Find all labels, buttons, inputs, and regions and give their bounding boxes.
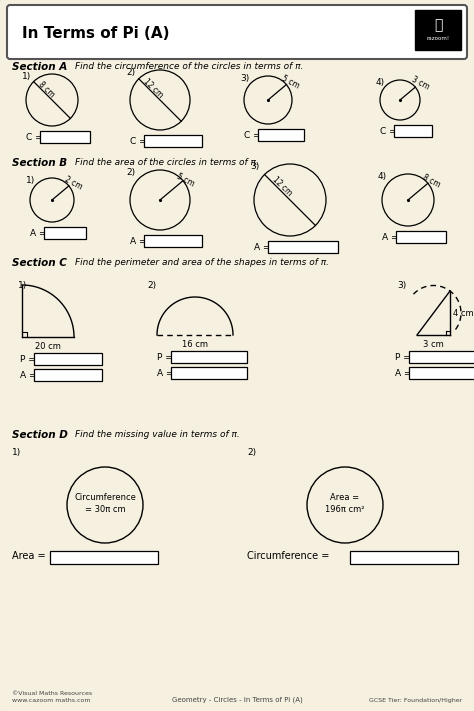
Text: 3): 3) (240, 74, 249, 83)
Text: 2 cm: 2 cm (63, 174, 84, 191)
Text: 4): 4) (376, 78, 385, 87)
FancyBboxPatch shape (34, 353, 102, 365)
FancyBboxPatch shape (40, 131, 90, 143)
Text: ©Visual Maths Resources
www.cazoom maths.com: ©Visual Maths Resources www.cazoom maths… (12, 691, 92, 703)
Text: = 30π cm: = 30π cm (85, 506, 125, 515)
Text: 12 cm: 12 cm (271, 175, 294, 198)
FancyBboxPatch shape (268, 241, 338, 253)
Text: 3): 3) (250, 162, 259, 171)
Text: 1): 1) (12, 448, 21, 457)
Text: C =: C = (130, 137, 146, 146)
Text: 5 cm: 5 cm (280, 74, 301, 90)
Text: 3 cm: 3 cm (423, 340, 444, 349)
FancyBboxPatch shape (258, 129, 304, 141)
Text: A =: A = (130, 237, 146, 245)
Text: 20 cm: 20 cm (35, 342, 61, 351)
Text: Section A: Section A (12, 62, 67, 72)
Text: Circumference: Circumference (74, 493, 136, 503)
Text: A =: A = (20, 370, 36, 380)
FancyBboxPatch shape (144, 235, 202, 247)
FancyBboxPatch shape (171, 367, 247, 379)
Text: Section C: Section C (12, 258, 67, 268)
Text: C =: C = (380, 127, 397, 136)
FancyBboxPatch shape (409, 367, 474, 379)
Text: Section D: Section D (12, 430, 68, 440)
Text: Circumference =: Circumference = (247, 551, 329, 561)
FancyBboxPatch shape (7, 5, 467, 59)
Text: C =: C = (26, 132, 43, 141)
Text: 12 cm: 12 cm (142, 77, 165, 100)
FancyBboxPatch shape (396, 231, 446, 243)
Text: ⧖: ⧖ (434, 18, 442, 32)
Text: 196π cm²: 196π cm² (325, 506, 365, 515)
Text: P =: P = (157, 353, 173, 361)
FancyBboxPatch shape (394, 125, 432, 137)
Text: C =: C = (244, 131, 261, 139)
Text: 2): 2) (126, 68, 135, 77)
Text: 8 cm: 8 cm (36, 80, 56, 100)
Text: Geometry - Circles - In Terms of Pi (A): Geometry - Circles - In Terms of Pi (A) (172, 697, 302, 703)
FancyBboxPatch shape (44, 227, 86, 239)
FancyBboxPatch shape (171, 351, 247, 363)
Text: Find the circumference of the circles in terms of π.: Find the circumference of the circles in… (75, 62, 303, 71)
Text: P =: P = (20, 355, 36, 363)
Text: 2): 2) (247, 448, 256, 457)
Text: 16 cm: 16 cm (182, 340, 208, 349)
Text: P =: P = (395, 353, 411, 361)
Text: A =: A = (30, 228, 46, 237)
Text: A =: A = (157, 368, 173, 378)
Text: Find the perimeter and area of the shapes in terms of π.: Find the perimeter and area of the shape… (75, 258, 329, 267)
Text: Section B: Section B (12, 158, 67, 168)
Text: razoom!: razoom! (427, 36, 449, 41)
Text: 2): 2) (126, 168, 135, 177)
Text: 1): 1) (22, 72, 31, 81)
Text: 1): 1) (18, 281, 27, 290)
Text: In Terms of Pi (A): In Terms of Pi (A) (22, 26, 170, 41)
Text: 4 cm: 4 cm (453, 309, 474, 318)
Text: 3): 3) (397, 281, 406, 290)
Text: 3 cm: 3 cm (410, 75, 431, 92)
Text: 8 cm: 8 cm (421, 173, 442, 190)
Text: A =: A = (254, 242, 271, 252)
Text: GCSE Tier: Foundation/Higher: GCSE Tier: Foundation/Higher (369, 698, 462, 703)
FancyBboxPatch shape (350, 551, 458, 564)
FancyBboxPatch shape (409, 351, 474, 363)
Text: 2): 2) (147, 281, 156, 290)
Text: 5 cm: 5 cm (174, 171, 195, 188)
Text: 1): 1) (26, 176, 35, 185)
Text: Area =: Area = (12, 551, 46, 561)
FancyBboxPatch shape (415, 10, 461, 50)
Text: A =: A = (395, 368, 411, 378)
FancyBboxPatch shape (50, 551, 158, 564)
Text: Area =: Area = (330, 493, 360, 503)
Text: Find the missing value in terms of π.: Find the missing value in terms of π. (75, 430, 240, 439)
FancyBboxPatch shape (144, 135, 202, 147)
FancyBboxPatch shape (34, 369, 102, 381)
Text: A =: A = (382, 232, 399, 242)
Text: Find the area of the circles in terms of π.: Find the area of the circles in terms of… (75, 158, 259, 167)
Text: 4): 4) (378, 172, 387, 181)
